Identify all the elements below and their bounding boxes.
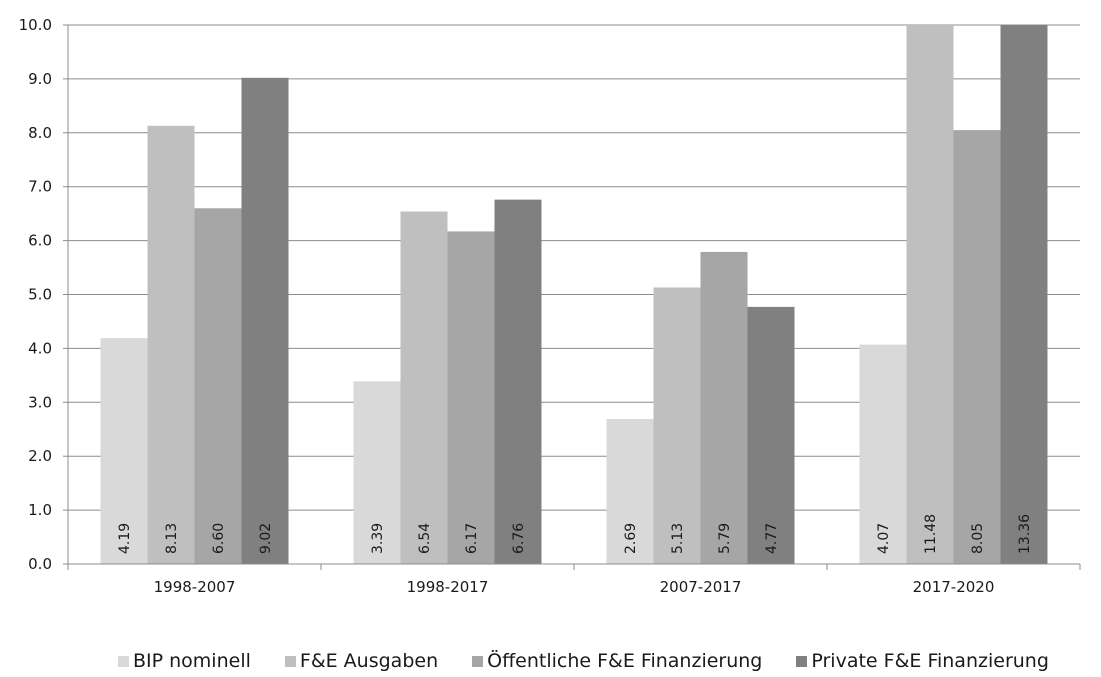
legend-item: F&E Ausgaben — [284, 650, 439, 672]
bar — [147, 125, 195, 564]
bar — [906, 25, 954, 564]
y-tick-label: 2.0 — [28, 447, 52, 465]
x-category-label: 2017-2020 — [913, 578, 995, 596]
data-label: 13.36 — [1017, 514, 1033, 554]
legend-label: Private F&E Finanzierung — [811, 650, 1049, 672]
y-tick-label: 5.0 — [28, 286, 52, 304]
data-label: 5.13 — [670, 523, 686, 554]
data-label: 8.13 — [164, 523, 180, 554]
x-category-label: 2007-2017 — [660, 578, 742, 596]
data-label: 6.54 — [417, 523, 433, 554]
y-tick-label: 7.0 — [28, 178, 52, 196]
data-label: 4.77 — [764, 523, 780, 554]
data-label: 9.02 — [258, 523, 274, 554]
data-label: 6.60 — [211, 523, 227, 554]
bar — [494, 199, 542, 565]
bar — [100, 338, 148, 564]
legend-label: BIP nominell — [133, 650, 251, 672]
bar — [700, 251, 748, 564]
y-tick-label: 10.0 — [19, 16, 52, 34]
legend-label: F&E Ausgaben — [299, 650, 439, 672]
bar — [747, 306, 795, 564]
bar — [1000, 25, 1048, 564]
y-tick-label: 9.0 — [28, 70, 52, 88]
legend-swatch — [284, 655, 296, 667]
data-label: 4.07 — [876, 523, 892, 554]
axes — [63, 24, 1081, 570]
y-tick-label: 8.0 — [28, 124, 52, 142]
legend-swatch — [796, 655, 808, 667]
legend: BIP nominell F&E Ausgaben Öffentliche F&E … — [118, 650, 1049, 672]
bars — [100, 25, 1048, 565]
bar — [194, 208, 242, 564]
data-label: 5.79 — [717, 523, 733, 554]
y-tick-label: 1.0 — [28, 501, 52, 519]
legend-swatch — [118, 655, 129, 667]
bar — [353, 381, 401, 564]
data-label: 2.69 — [623, 523, 639, 554]
bar — [653, 287, 701, 564]
bar — [859, 344, 907, 564]
data-label: 3.39 — [370, 523, 386, 554]
y-tick-label: 3.0 — [28, 393, 52, 411]
x-category-label: 1998-2007 — [154, 578, 236, 596]
labels: 0.0 1.0 2.0 3.0 4.0 5.0 6.0 7.0 8.0 9.0 10.0 4.19 8.… — [19, 16, 1033, 596]
bar — [606, 419, 654, 564]
data-label: 11.48 — [923, 514, 939, 554]
bar — [400, 211, 448, 564]
y-tick-label: 4.0 — [28, 339, 52, 357]
legend-item: BIP nominell — [118, 650, 251, 672]
legend-swatch — [472, 655, 484, 667]
data-label: 4.19 — [117, 523, 133, 554]
bar — [241, 77, 289, 565]
y-tick-label: 6.0 — [28, 232, 52, 250]
bar — [447, 231, 495, 564]
x-category-label: 1998-2017 — [407, 578, 489, 596]
bar — [953, 130, 1001, 565]
legend-item: Öffentliche F&E Finanzierung — [472, 650, 762, 672]
legend-label: Öffentliche F&E Finanzierung — [487, 650, 763, 672]
y-tick-label: 0.0 — [28, 555, 52, 573]
data-label: 6.76 — [511, 523, 527, 554]
data-label: 6.17 — [464, 523, 480, 554]
data-label: 8.05 — [970, 523, 986, 554]
legend-item: Private F&E Finanzierung — [796, 650, 1049, 672]
